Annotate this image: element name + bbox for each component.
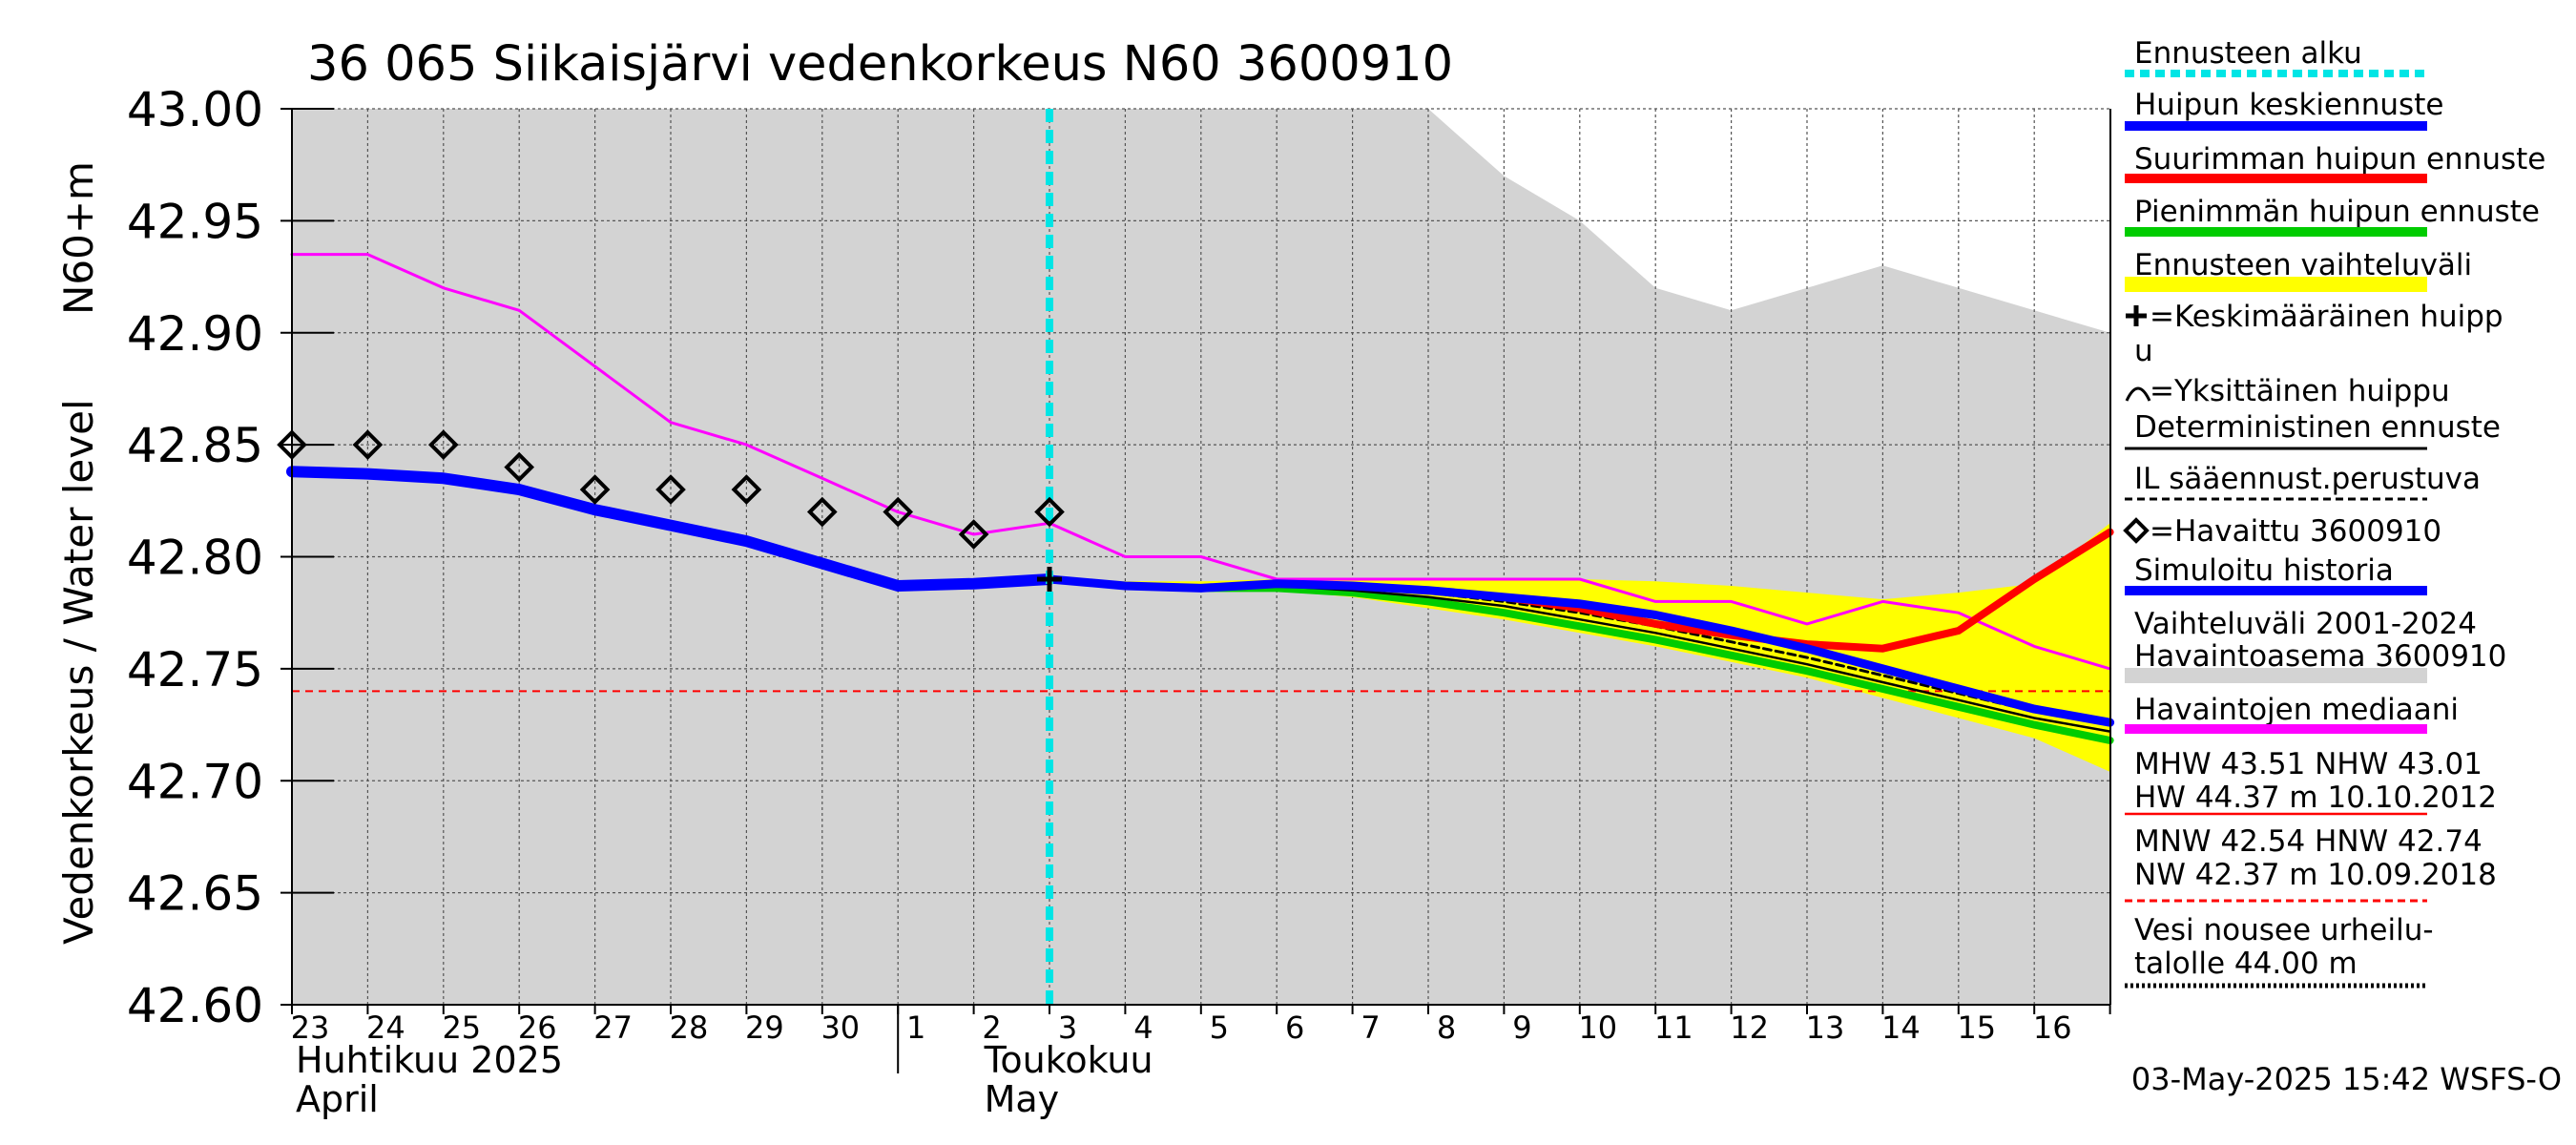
observed-point	[655, 474, 686, 505]
y-tick-label: 42.90	[127, 306, 263, 362]
x-day-label: 28	[670, 1010, 709, 1046]
legend-label: Simuloitu historia	[2134, 553, 2394, 588]
y-tick-label: 42.85	[127, 418, 263, 473]
x-day-label: 1	[906, 1010, 925, 1046]
legend-label: Pienimmän huipun ennuste	[2134, 195, 2540, 229]
x-day-label: 16	[2033, 1010, 2072, 1046]
x-day-label: 11	[1654, 1010, 1693, 1046]
x-day-label: 27	[593, 1010, 633, 1046]
legend-label: Ennusteen alku	[2134, 36, 2362, 71]
observed-point	[731, 474, 762, 505]
legend: Ennusteen alku Huipun keskiennuste Suurimm…	[2123, 36, 2545, 989]
legend-label: NW 42.37 m 10.09.2018	[2134, 858, 2497, 892]
x-day-label: 26	[518, 1010, 557, 1046]
legend-label: u	[2134, 334, 2153, 368]
observed-point	[1034, 496, 1065, 528]
axis-labels: 42.60 42.65 42.70 42.75 42.80 42.85 42.90 42.95…	[127, 82, 2072, 1120]
x-day-label: 5	[1210, 1010, 1229, 1046]
series-lines	[286, 109, 2115, 1005]
x-day-label: 10	[1578, 1010, 1617, 1046]
simulated-history-line	[286, 466, 1055, 592]
legend-label: Vesi nousee urheilu-	[2134, 913, 2434, 947]
legend-label: talolle 44.00 m	[2134, 947, 2358, 981]
x-day-label: 15	[1957, 1010, 1996, 1046]
legend-diamond-marker	[2123, 517, 2150, 544]
x-day-label: 24	[366, 1010, 405, 1046]
x-day-label: 3	[1058, 1010, 1077, 1046]
y-tick-label: 42.80	[127, 531, 263, 586]
legend-arc-marker	[2125, 386, 2151, 402]
legend-label: IL sääennust.perustuva	[2134, 462, 2481, 496]
y-tick-label: 42.95	[127, 194, 263, 249]
month-label-fi: Toukokuu	[984, 1039, 1153, 1081]
y-tick-label: 42.75	[127, 642, 263, 697]
legend-swatch	[2125, 668, 2427, 683]
y-axis-label: Vedenkorkeus / Water level	[55, 399, 102, 945]
x-day-label: 25	[442, 1010, 481, 1046]
x-day-label: 23	[291, 1010, 330, 1046]
legend-label: MNW 42.54 HNW 42.74	[2134, 824, 2483, 859]
legend-label: Deterministinen ennuste	[2134, 410, 2501, 445]
x-day-label: 14	[1881, 1010, 1921, 1046]
legend-label: MHW 43.51 NHW 43.01	[2134, 747, 2483, 781]
x-day-label: 9	[1512, 1010, 1531, 1046]
observed-point	[958, 519, 989, 550]
observed-point	[806, 496, 838, 528]
timestamp: 03-May-2025 15:42 WSFS-O	[2131, 1061, 2562, 1097]
legend-label: Havaintojen mediaani	[2134, 693, 2459, 727]
legend-label: =Yksittäinen huippu	[2150, 374, 2450, 408]
month-label-en: April	[296, 1078, 379, 1120]
month-label-fi: Huhtikuu 2025	[296, 1039, 563, 1081]
observed-point	[352, 429, 384, 460]
mean-peak-forecast-line	[1045, 574, 2115, 727]
x-day-label: 29	[745, 1010, 784, 1046]
legend-label: Vaihteluväli 2001-2024	[2134, 607, 2477, 641]
x-day-label: 12	[1730, 1010, 1769, 1046]
x-day-label: 7	[1361, 1010, 1380, 1046]
observed-point	[504, 451, 535, 483]
observed-point	[427, 429, 459, 460]
y-tick-label: 42.70	[127, 754, 263, 809]
legend-label: Suurimman huipun ennuste	[2134, 142, 2545, 177]
legend-label: Huipun keskiennuste	[2134, 88, 2443, 122]
x-day-label: 13	[1806, 1010, 1845, 1046]
x-day-label: 2	[982, 1010, 1001, 1046]
x-day-label: 30	[821, 1010, 860, 1046]
observed-point	[883, 496, 914, 528]
median-line	[290, 253, 2112, 671]
plot-frame	[280, 108, 2111, 1073]
legend-label: =Havaittu 3600910	[2150, 514, 2441, 549]
y-axis-unit: N60+m	[55, 161, 102, 315]
legend-swatch	[2125, 277, 2427, 292]
month-label-en: May	[985, 1078, 1060, 1120]
x-day-label: 8	[1437, 1010, 1456, 1046]
legend-label: HW 44.37 m 10.10.2012	[2134, 781, 2497, 815]
observed-point	[579, 474, 611, 505]
y-tick-label: 42.60	[127, 978, 263, 1033]
chart-title: 36 065 Siikaisjärvi vedenkorkeus N60 360…	[307, 36, 1453, 93]
observed-markers	[277, 429, 1065, 592]
y-tick-label: 43.00	[127, 82, 263, 137]
legend-label: =Keskimääräinen huipp	[2150, 300, 2503, 334]
y-tick-label: 42.65	[127, 866, 263, 922]
x-day-label: 6	[1285, 1010, 1304, 1046]
x-day-label: 4	[1133, 1010, 1153, 1046]
